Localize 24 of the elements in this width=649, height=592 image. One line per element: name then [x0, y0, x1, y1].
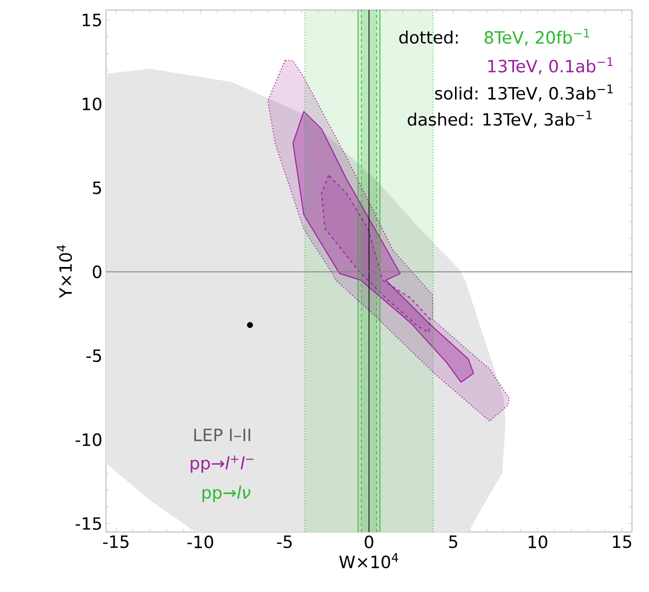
annotation: 13TeV, 0.1ab$^{−1}$: [488, 57, 613, 74]
x-tick-label: -5: [277, 536, 292, 548]
y-tick-label: 0: [92, 265, 102, 278]
annotation: pp→l$^{+}$l$^{−}$: [190, 456, 254, 473]
annotation: dashed: 13TeV, 3ab$^{−1}$: [408, 110, 592, 128]
x-tick-label: 15: [612, 536, 632, 548]
y-tick-label: -5: [86, 349, 102, 362]
y-tick-label: 15: [82, 14, 101, 26]
x-tick-label: 5: [449, 536, 458, 548]
annotation: solid: 13TeV, 0.3ab$^{−1}$: [435, 84, 613, 102]
y-tick-label: 10: [82, 98, 102, 110]
annotation: dotted:: [399, 30, 458, 44]
x-tick-label: -15: [103, 536, 128, 548]
annotation: pp→lν: [202, 486, 250, 502]
y-tick-label: -15: [76, 517, 101, 530]
x-tick-label: 10: [528, 536, 548, 548]
x-tick-label: 0: [364, 536, 374, 548]
y-axis-title: Y×10$^{4}$: [56, 245, 72, 298]
x-tick-label: -10: [187, 536, 214, 548]
y-tick-label: 5: [93, 182, 102, 194]
x-axis-title: W×10$^{4}$: [339, 553, 398, 568]
annotation: LEP I–II: [194, 428, 250, 442]
annotation: 8TeV, 20fb$^{−1}$: [484, 28, 590, 46]
y-tick-label: -10: [76, 433, 102, 446]
